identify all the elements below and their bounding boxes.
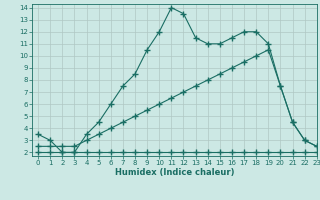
X-axis label: Humidex (Indice chaleur): Humidex (Indice chaleur) [115, 168, 234, 177]
